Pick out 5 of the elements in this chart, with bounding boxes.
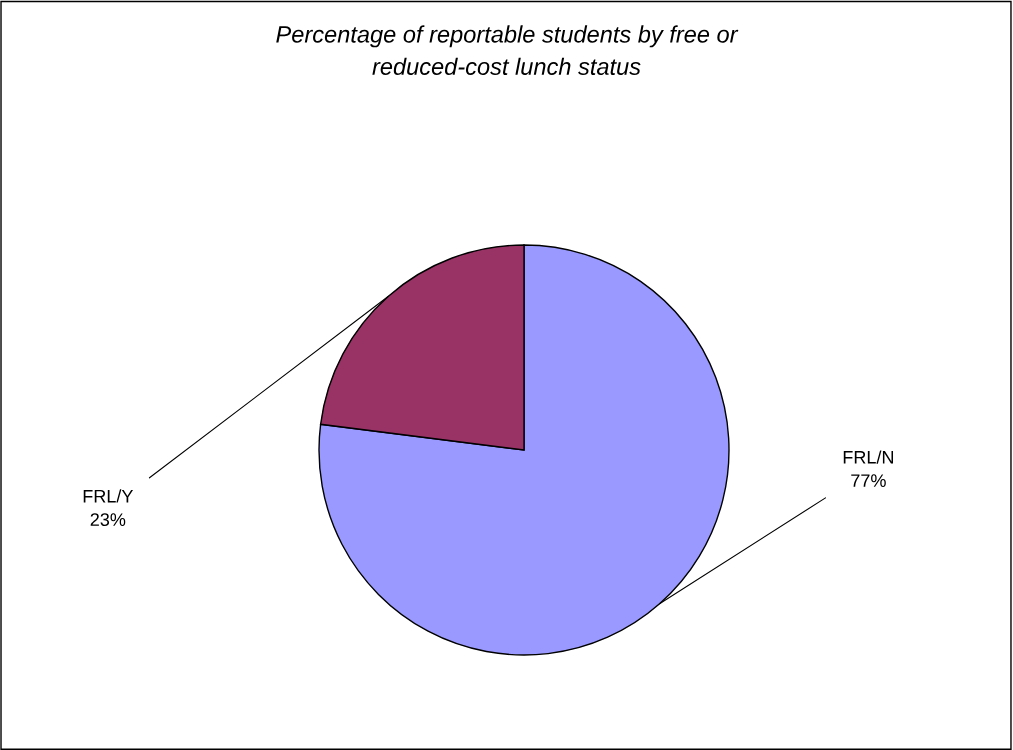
slice-label: FRL/N	[843, 450, 894, 464]
data-label: 77%	[851, 474, 886, 487]
chart-title: Percentage of reportable students by free or reduced-cost lunch status	[276, 25, 739, 75]
data-label: 23%	[90, 513, 126, 526]
slice-label: FRL/Y	[83, 489, 134, 503]
